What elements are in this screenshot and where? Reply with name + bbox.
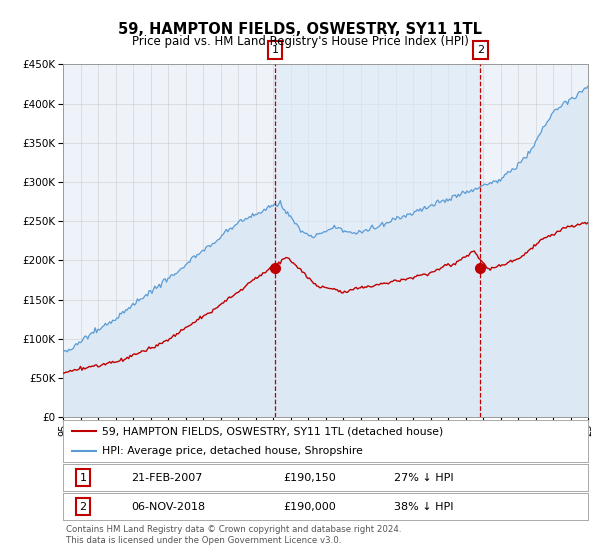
Text: HPI: Average price, detached house, Shropshire: HPI: Average price, detached house, Shro… bbox=[103, 446, 363, 456]
Text: 21-FEB-2007: 21-FEB-2007 bbox=[131, 473, 203, 483]
Text: 1: 1 bbox=[272, 45, 278, 55]
Bar bbox=[275, 64, 480, 417]
Text: 2: 2 bbox=[476, 45, 484, 55]
Text: 1: 1 bbox=[79, 473, 86, 483]
Text: £190,150: £190,150 bbox=[284, 473, 336, 483]
Text: 06-NOV-2018: 06-NOV-2018 bbox=[131, 502, 205, 512]
Text: 59, HAMPTON FIELDS, OSWESTRY, SY11 1TL: 59, HAMPTON FIELDS, OSWESTRY, SY11 1TL bbox=[118, 22, 482, 38]
Text: 27% ↓ HPI: 27% ↓ HPI bbox=[394, 473, 454, 483]
Text: 2: 2 bbox=[79, 502, 86, 512]
Text: 38% ↓ HPI: 38% ↓ HPI bbox=[394, 502, 453, 512]
Text: 59, HAMPTON FIELDS, OSWESTRY, SY11 1TL (detached house): 59, HAMPTON FIELDS, OSWESTRY, SY11 1TL (… bbox=[103, 426, 443, 436]
Text: £190,000: £190,000 bbox=[284, 502, 336, 512]
Text: Price paid vs. HM Land Registry's House Price Index (HPI): Price paid vs. HM Land Registry's House … bbox=[131, 35, 469, 48]
Text: Contains HM Land Registry data © Crown copyright and database right 2024.
This d: Contains HM Land Registry data © Crown c… bbox=[66, 525, 401, 545]
